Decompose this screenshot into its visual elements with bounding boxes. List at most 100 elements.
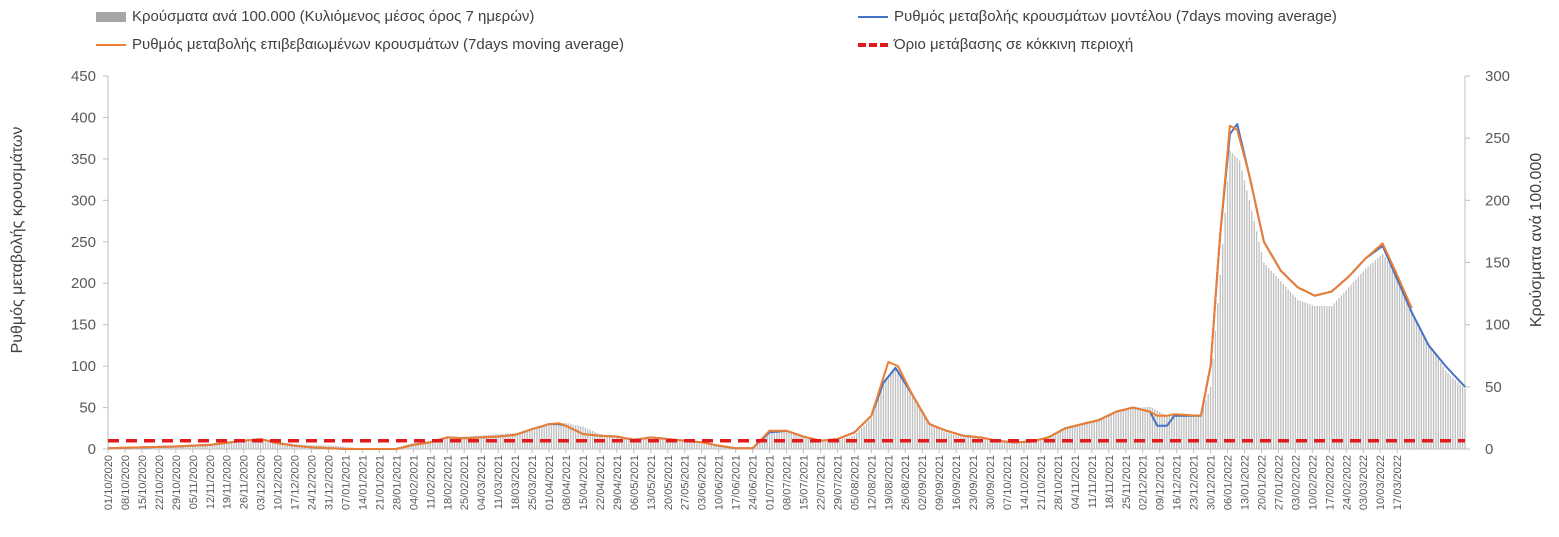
bar bbox=[570, 423, 572, 449]
bar bbox=[1427, 343, 1430, 449]
x-tick-label: 15/10/2020 bbox=[137, 455, 149, 510]
bar bbox=[1444, 370, 1447, 449]
bar bbox=[1117, 412, 1120, 449]
bar bbox=[785, 430, 788, 449]
bar bbox=[841, 438, 843, 449]
bar bbox=[238, 440, 240, 449]
x-tick-label: 11/03/2021 bbox=[493, 455, 505, 509]
bar bbox=[1030, 440, 1032, 449]
bar bbox=[1151, 407, 1154, 449]
x-tick-label: 10/06/2021 bbox=[714, 455, 726, 510]
bar bbox=[635, 437, 637, 449]
bar bbox=[1297, 299, 1299, 449]
x-tick-label: 26/08/2021 bbox=[900, 455, 912, 510]
bar bbox=[965, 436, 967, 449]
bar bbox=[577, 425, 579, 449]
bar bbox=[1129, 408, 1132, 449]
bar bbox=[560, 423, 562, 449]
bar bbox=[1234, 155, 1236, 449]
bar bbox=[1115, 412, 1117, 449]
bar bbox=[671, 440, 674, 449]
bar bbox=[1287, 289, 1289, 449]
bar bbox=[865, 422, 868, 449]
x-tick-label: 04/11/2021 bbox=[1070, 455, 1082, 509]
bar bbox=[805, 437, 807, 449]
bar bbox=[1408, 306, 1410, 449]
bar bbox=[247, 439, 250, 449]
bar bbox=[824, 440, 826, 449]
bar bbox=[1389, 264, 1391, 449]
bar bbox=[1028, 440, 1030, 449]
bar bbox=[923, 415, 926, 449]
x-tick-label: 29/04/2021 bbox=[612, 455, 624, 510]
bar bbox=[1103, 417, 1105, 449]
bar bbox=[686, 441, 688, 449]
bar bbox=[771, 433, 773, 449]
bar bbox=[1432, 351, 1435, 449]
y-left-tick-label: 400 bbox=[71, 109, 96, 126]
bar bbox=[499, 433, 502, 449]
bar bbox=[977, 436, 979, 449]
x-tick-label: 24/06/2021 bbox=[748, 455, 760, 510]
bar bbox=[691, 442, 693, 449]
legend-label-confirmed: Ρυθμός μεταβολής επιβεβαιωμένων κρουσμάτ… bbox=[132, 36, 624, 53]
bar bbox=[817, 439, 819, 449]
bar bbox=[1374, 260, 1377, 449]
bar bbox=[873, 410, 875, 449]
line-series bbox=[107, 123, 1466, 450]
bar bbox=[194, 444, 196, 449]
bar bbox=[892, 369, 894, 449]
bar bbox=[764, 437, 766, 449]
x-tick-label: 25/11/2021 bbox=[1121, 455, 1133, 509]
x-tick-label: 23/12/2021 bbox=[1189, 455, 1201, 510]
x-tick-label: 08/04/2021 bbox=[561, 455, 573, 510]
bar bbox=[1260, 252, 1263, 449]
bar bbox=[1190, 414, 1192, 449]
bar bbox=[1352, 282, 1355, 449]
bar bbox=[761, 439, 763, 449]
bar bbox=[327, 445, 330, 449]
bar bbox=[1323, 306, 1326, 449]
x-tick-label: 29/07/2021 bbox=[832, 455, 844, 510]
bar bbox=[1040, 438, 1042, 449]
bar bbox=[1035, 439, 1037, 449]
bar bbox=[1321, 306, 1323, 449]
bar bbox=[1241, 170, 1243, 449]
bar bbox=[286, 442, 288, 449]
bar bbox=[788, 431, 790, 449]
bar bbox=[267, 440, 269, 449]
bar bbox=[1037, 438, 1040, 449]
x-tick-label: 02/12/2021 bbox=[1138, 455, 1150, 510]
bar bbox=[703, 444, 705, 449]
bar bbox=[1081, 422, 1083, 449]
bar bbox=[536, 428, 538, 449]
x-tick-label: 27/05/2021 bbox=[680, 455, 692, 510]
bar bbox=[1154, 409, 1156, 449]
bar bbox=[822, 440, 824, 449]
bar bbox=[1420, 329, 1423, 449]
bar bbox=[768, 434, 771, 449]
bar bbox=[1033, 439, 1035, 449]
x-tick-label: 05/11/2020 bbox=[188, 455, 200, 509]
bar bbox=[899, 374, 902, 449]
x-tick-label: 22/04/2021 bbox=[595, 455, 607, 510]
bar bbox=[543, 425, 545, 449]
bar bbox=[228, 441, 230, 449]
bar bbox=[664, 439, 667, 449]
bar bbox=[584, 427, 587, 449]
bar bbox=[1461, 386, 1464, 449]
bar bbox=[933, 426, 935, 449]
y-right-tick-label: 50 bbox=[1485, 379, 1502, 396]
bar bbox=[458, 436, 461, 449]
x-tick-label: 25/03/2021 bbox=[527, 455, 539, 510]
bar bbox=[1282, 283, 1284, 449]
bar bbox=[1270, 270, 1272, 449]
bar bbox=[533, 429, 536, 449]
bar bbox=[1377, 258, 1379, 449]
bar bbox=[1023, 440, 1025, 449]
bar bbox=[1255, 231, 1258, 449]
bar bbox=[1265, 265, 1267, 449]
y-left-tick-label: 200 bbox=[71, 275, 96, 292]
bar bbox=[1175, 415, 1178, 449]
x-tick-label: 24/12/2020 bbox=[307, 455, 319, 510]
